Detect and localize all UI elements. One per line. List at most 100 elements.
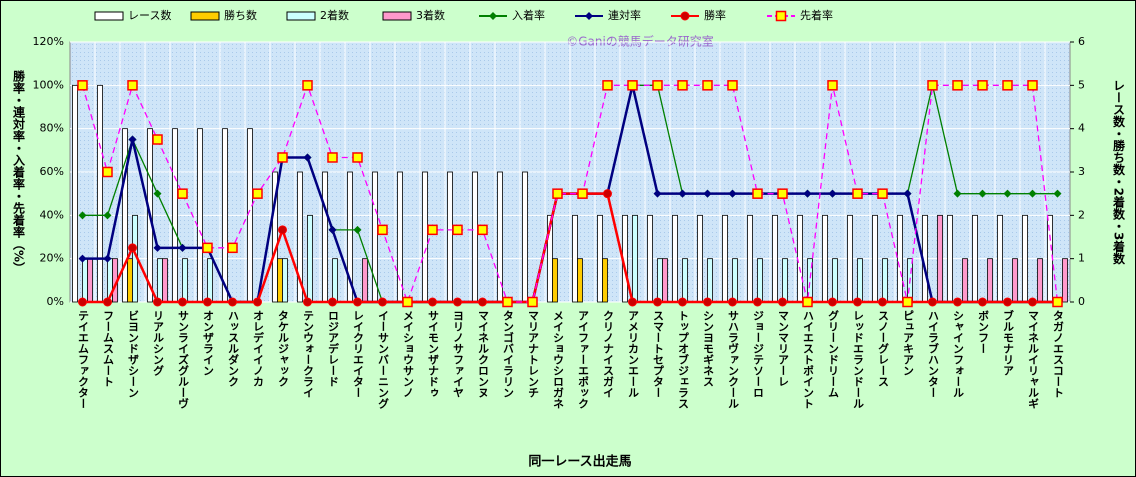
x-tick-label: メイショウサンノ [402, 310, 415, 398]
marker [1027, 80, 1038, 91]
marker [327, 152, 338, 163]
marker [603, 189, 612, 199]
legend-label: 勝ち数 [224, 8, 257, 22]
bar [672, 214, 678, 303]
y-tick-label: 0% [47, 295, 64, 308]
bar [647, 214, 653, 303]
marker [678, 297, 687, 307]
x-tick-label: スマートセプター [652, 310, 665, 398]
bar [322, 171, 328, 303]
legend-swatch [94, 11, 124, 21]
y2-tick-label: 5 [1078, 78, 1085, 91]
bar [657, 258, 663, 303]
bar [997, 214, 1003, 303]
bar [307, 214, 313, 303]
marker [1002, 80, 1013, 91]
marker [853, 297, 862, 307]
bar [447, 171, 453, 303]
marker [227, 242, 238, 254]
y2-tick-label: 4 [1078, 122, 1085, 135]
marker [127, 80, 138, 91]
y-tick-label: 60% [40, 165, 64, 178]
bar [247, 128, 253, 303]
marker [978, 189, 987, 198]
marker [453, 297, 462, 307]
marker [452, 224, 463, 236]
marker [577, 188, 588, 199]
legend-label: 3着数 [416, 8, 445, 22]
bar [682, 258, 688, 303]
x-axis-title: 同一レース出走馬 [528, 454, 631, 470]
marker [803, 189, 812, 198]
marker [903, 189, 912, 198]
marker [153, 189, 162, 198]
marker [178, 243, 187, 252]
x-tick-label: サンライズグルーヴ [177, 310, 190, 409]
x-tick-label: タガノエスコート [1052, 310, 1065, 398]
x-tick-label: マイネルクロンヌ [477, 310, 490, 398]
bar [772, 214, 778, 303]
legend-label: 勝率 [704, 8, 726, 22]
y-tick-label: 20% [40, 252, 64, 265]
marker [328, 297, 337, 307]
x-tick-label: サイモンザナドゥ [427, 310, 440, 398]
bar [207, 258, 213, 303]
bar [197, 128, 203, 303]
bar [162, 258, 168, 303]
marker [827, 80, 838, 91]
x-tick-label: オンザライン [202, 310, 215, 376]
bar [522, 171, 528, 303]
marker [378, 297, 387, 307]
marker [878, 297, 887, 307]
legend-marker [489, 12, 497, 20]
bar [127, 258, 133, 303]
x-tick-label: テンウォークライ [302, 310, 315, 398]
marker [253, 297, 262, 307]
bar [757, 258, 763, 303]
y2-tick-label: 0 [1078, 295, 1085, 308]
x-tick-label: シャインフォール [952, 310, 965, 398]
bar [82, 258, 88, 303]
marker [353, 225, 362, 234]
bar [222, 128, 228, 303]
marker [652, 80, 663, 91]
bar [472, 171, 478, 303]
bar [397, 171, 403, 303]
x-tick-label: ブルモナリア [1002, 309, 1015, 376]
marker [78, 254, 87, 263]
marker [153, 243, 162, 252]
bar [1022, 214, 1028, 303]
x-tick-label: ジョージテソーロ [752, 310, 765, 398]
x-tick-label: アイファーエポック [577, 310, 590, 409]
bar [182, 258, 188, 303]
marker [78, 297, 87, 307]
marker [753, 297, 762, 307]
x-tick-label: タンゴバイラリン [502, 310, 515, 398]
marker [302, 80, 313, 91]
bar [332, 258, 338, 303]
marker [277, 152, 288, 163]
marker [677, 80, 688, 91]
marker [477, 224, 488, 236]
y2-tick-label: 3 [1078, 165, 1085, 178]
x-tick-label: ヨリノサファイヤ [452, 310, 465, 398]
legend-label: 先着率 [800, 8, 833, 22]
marker [928, 297, 937, 307]
bar [1037, 258, 1043, 303]
x-tick-label: マンマリアーレ [777, 310, 790, 387]
bar [722, 214, 728, 303]
marker [78, 211, 87, 220]
marker [103, 297, 112, 307]
bar [732, 258, 738, 303]
bar [987, 258, 993, 303]
bar [362, 258, 368, 303]
x-tick-label: マイネルイリャルギ [1027, 310, 1040, 409]
bar [122, 128, 128, 303]
legend-marker [775, 10, 787, 22]
bar [882, 258, 888, 303]
x-tick-label: マリアナトレンチ [527, 310, 540, 398]
x-tick-label: アメリカンエール [627, 310, 640, 398]
marker [103, 211, 112, 220]
y-tick-label: 100% [33, 78, 64, 91]
